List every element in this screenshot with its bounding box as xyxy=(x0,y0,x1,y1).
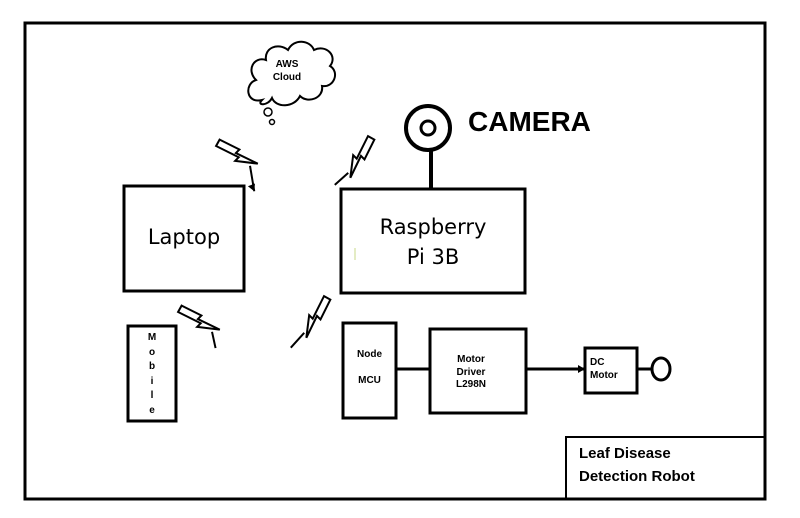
diagram-title: Leaf Disease Detection Robot xyxy=(579,445,695,485)
raspberry-label: Raspberry Pi 3B xyxy=(379,215,487,269)
laptop-label: Laptop xyxy=(147,225,221,249)
nodemcu-label-bottom: MCU xyxy=(358,375,381,386)
dc-motor-label: DC Motor xyxy=(590,357,618,381)
camera-label: CAMERA xyxy=(468,106,591,137)
cloud-icon xyxy=(247,40,337,107)
cloud-label: AWS Cloud xyxy=(272,59,302,83)
mobile-label: M o b i l e xyxy=(147,332,157,416)
lightning-bolt-icon xyxy=(334,134,376,186)
driver-to-motor-arrowhead xyxy=(578,365,585,373)
nodemcu-box xyxy=(341,321,398,420)
lightning-bolt-icon xyxy=(176,304,221,349)
title-box xyxy=(565,436,766,500)
mobile-box xyxy=(126,324,178,423)
motor-driver-box xyxy=(428,327,528,415)
raspberry-box xyxy=(339,187,527,295)
camera-lens xyxy=(419,119,437,137)
cloud-tail-dot-small xyxy=(268,118,276,126)
cloud-tail-dot xyxy=(263,107,273,117)
motor-driver-label: Motor Driver L298N xyxy=(455,354,486,390)
nodemcu-label-top: Node xyxy=(357,349,382,360)
lightning-bolt-icon xyxy=(290,294,332,349)
laptop-box xyxy=(122,184,246,293)
lightning-bolt-icon xyxy=(214,138,259,192)
motor-shaft-icon xyxy=(650,356,672,382)
outer-frame xyxy=(23,21,767,501)
